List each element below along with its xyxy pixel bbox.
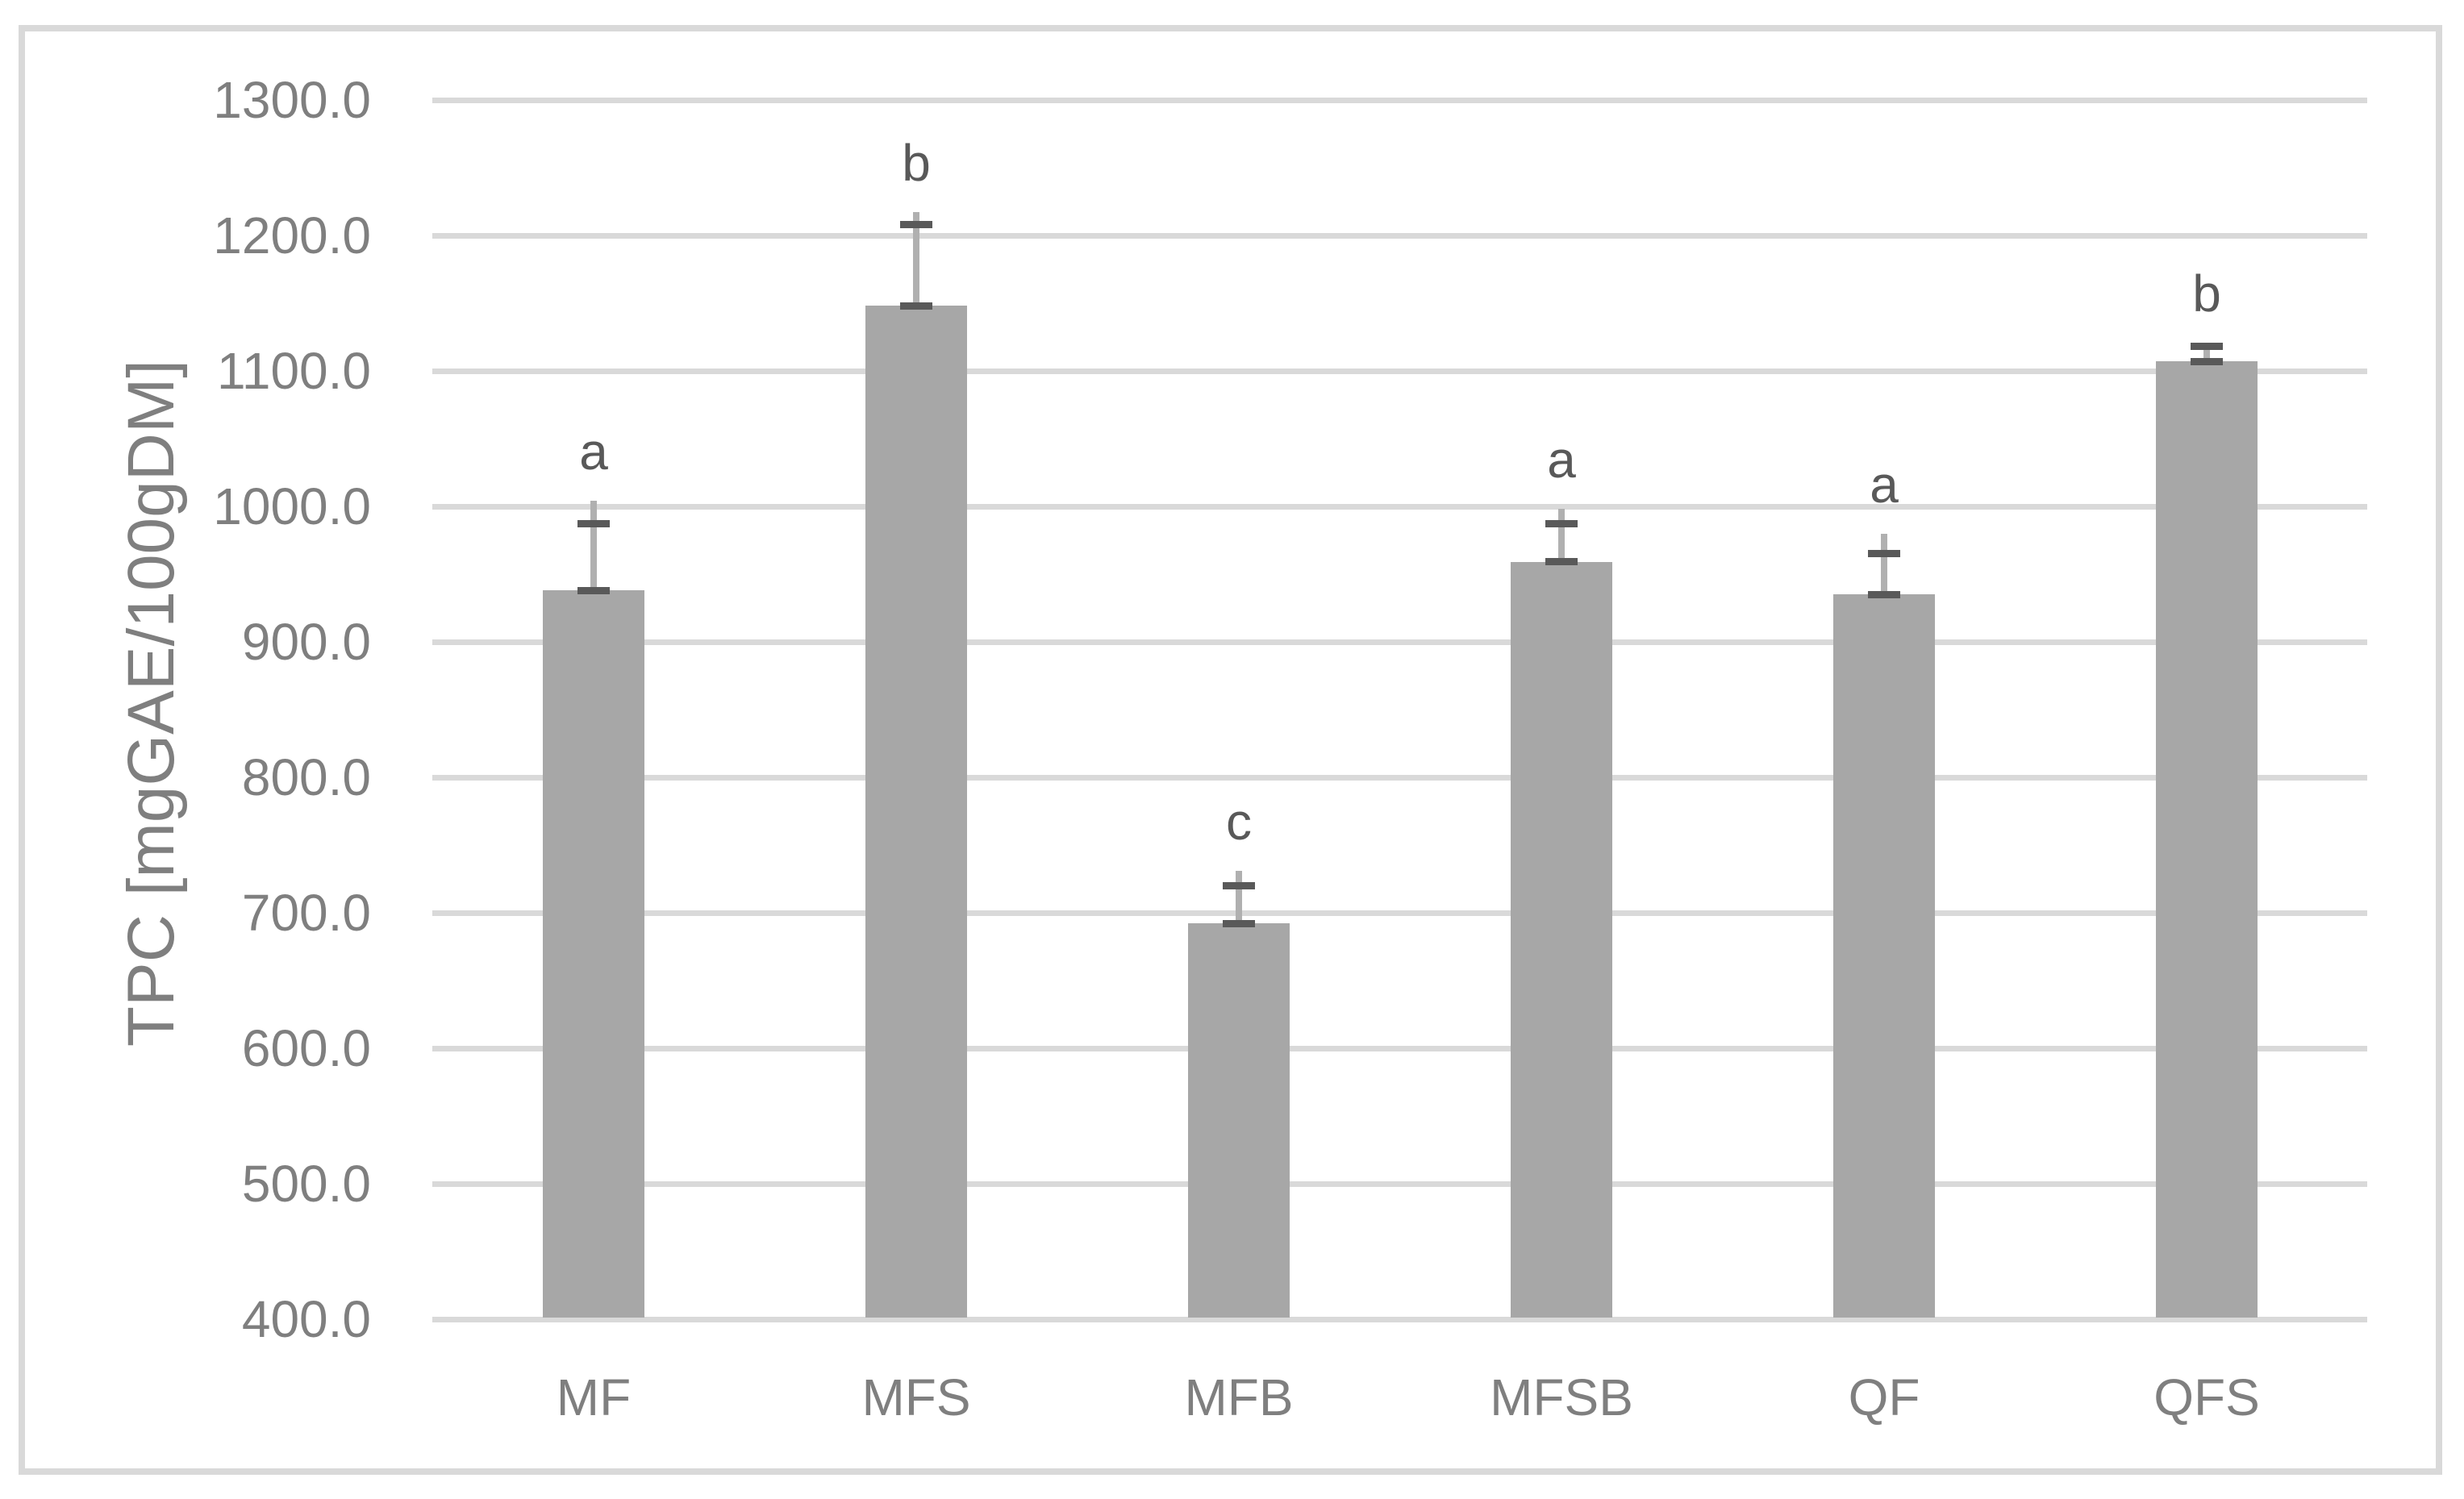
x-category-label: MFB — [1184, 1368, 1294, 1426]
error-whisker — [2203, 343, 2210, 362]
gridline — [432, 98, 2367, 103]
gridline — [432, 639, 2367, 645]
x-category-label: MFSB — [1490, 1368, 1633, 1426]
error-whisker — [590, 501, 597, 590]
error-cap-top — [577, 520, 610, 527]
error-cap-bottom — [1868, 591, 1900, 598]
error-cap-top — [2191, 343, 2223, 350]
bar — [1833, 594, 1935, 1318]
y-tick-label: 600.0 — [241, 1019, 371, 1077]
x-category-label: QFS — [2153, 1368, 2260, 1426]
x-category-label: MF — [556, 1368, 632, 1426]
gridline — [432, 775, 2367, 781]
y-tick-label: 400.0 — [241, 1290, 371, 1348]
error-whisker — [1236, 871, 1242, 924]
error-cap-bottom — [577, 587, 610, 594]
error-cap-bottom — [1545, 558, 1578, 565]
significance-letter: b — [2192, 264, 2221, 323]
chart-border — [19, 25, 2442, 1475]
gridline — [432, 369, 2367, 374]
y-tick-label: 1200.0 — [213, 206, 371, 264]
error-cap-top — [1868, 550, 1900, 557]
significance-letter: c — [1226, 793, 1252, 851]
gridline — [432, 910, 2367, 916]
error-cap-top — [1223, 882, 1255, 889]
gridline — [432, 233, 2367, 239]
y-tick-label: 1000.0 — [213, 477, 371, 535]
y-tick-label: 800.0 — [241, 748, 371, 806]
error-whisker — [913, 212, 919, 306]
bar — [543, 590, 644, 1318]
significance-letter: b — [902, 134, 931, 192]
y-tick-label: 1300.0 — [213, 71, 371, 129]
gridline — [432, 1181, 2367, 1187]
error-cap-bottom — [900, 302, 932, 310]
significance-letter: a — [579, 423, 608, 481]
y-tick-label: 500.0 — [241, 1155, 371, 1213]
error-whisker — [1558, 509, 1565, 562]
y-tick-label: 700.0 — [241, 884, 371, 942]
y-tick-label: 900.0 — [241, 613, 371, 671]
significance-letter: a — [1547, 431, 1576, 489]
bar — [1511, 562, 1612, 1318]
error-cap-bottom — [2191, 358, 2223, 365]
gridline — [432, 1046, 2367, 1051]
bar — [1188, 923, 1290, 1318]
significance-letter: a — [1870, 456, 1899, 514]
x-category-label: QF — [1848, 1368, 1920, 1426]
gridline — [432, 504, 2367, 510]
error-cap-top — [1545, 520, 1578, 527]
error-whisker — [1881, 534, 1887, 595]
error-cap-top — [900, 221, 932, 228]
error-cap-bottom — [1223, 920, 1255, 927]
x-category-label: MFS — [861, 1368, 971, 1426]
bar — [865, 306, 967, 1318]
x-axis-line — [432, 1317, 2367, 1322]
y-tick-label: 1100.0 — [217, 342, 371, 400]
bar — [2156, 361, 2258, 1318]
